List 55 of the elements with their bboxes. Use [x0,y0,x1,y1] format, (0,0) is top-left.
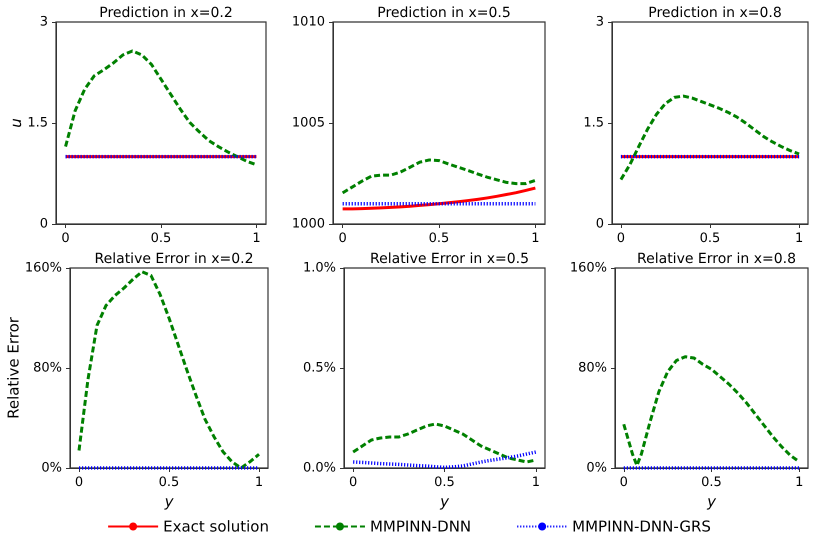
legend-label: MMPINN-DNN-GRS [572,518,711,536]
y-axis-title: u [6,118,25,128]
chart-title: Prediction in x=0.8 [648,5,782,21]
line-series [341,158,537,194]
x-tick-label: 0.5 [158,475,180,490]
y-tick-label: 160% [570,260,607,276]
x-tick-label: 1 [795,475,804,490]
y-tick-label: 1.0% [302,260,336,276]
chart-title: Relative Error in x=0.2 [94,251,254,267]
y-tick-label: 1.5 [583,116,604,130]
x-tick-label: 0 [338,231,347,246]
x-tick-label: 0.5 [700,231,720,246]
x-axis-title: y [706,492,718,510]
x-tick-label: 0.5 [150,231,172,246]
x-tick-label: 0 [616,231,626,246]
x-tick-label: 1 [794,231,804,246]
line-series [351,450,538,470]
x-axis-title: y [439,492,450,510]
y-tick-label: 3 [596,14,604,30]
y-tick-label: 1.5 [27,116,48,130]
legend-label: Exact solution [163,518,269,536]
y-tick-label: 3 [40,14,48,30]
x-tick-label: 1 [252,231,261,246]
y-tick-label: 160% [24,260,62,276]
x-tick-label: 1 [531,231,540,246]
chart-title: Prediction in x=0.2 [99,5,233,21]
x-axis-title: y [164,492,175,510]
y-tick-label: 1010 [292,14,325,30]
x-tick-label: 0.5 [428,231,450,246]
y-tick-label: 0 [40,216,48,232]
line-series [619,94,801,182]
y-tick-label: 80% [33,360,62,376]
chart-title: Prediction in x=0.5 [377,5,511,21]
line-series [341,186,537,210]
line-series [64,49,258,166]
x-tick-label: 1 [254,475,264,490]
legend-label: MMPINN-DNN [370,518,472,536]
chart-title: Relative Error in x=0.5 [370,251,529,267]
y-tick-label: 0.5% [302,360,336,376]
y-tick-label: 0.0% [302,460,336,476]
x-tick-label: 0 [620,475,628,490]
x-tick-label: 0 [348,475,358,490]
y-tick-label: 1000 [292,216,325,232]
y-tick-label: 0% [586,460,607,476]
chart-title: Relative Error in x=0.8 [637,251,796,267]
x-tick-label: 0.5 [434,475,455,490]
y-tick-label: 0% [41,460,62,476]
x-tick-label: 0 [74,475,84,490]
y-tick-label: 1005 [292,116,325,130]
x-tick-label: 0.5 [701,475,722,490]
y-tick-label: 80% [578,360,607,376]
x-tick-label: 1 [532,475,540,490]
y-axis-title: Relative Error [4,316,22,419]
line-series [78,270,260,470]
y-tick-label: 0 [596,216,604,232]
